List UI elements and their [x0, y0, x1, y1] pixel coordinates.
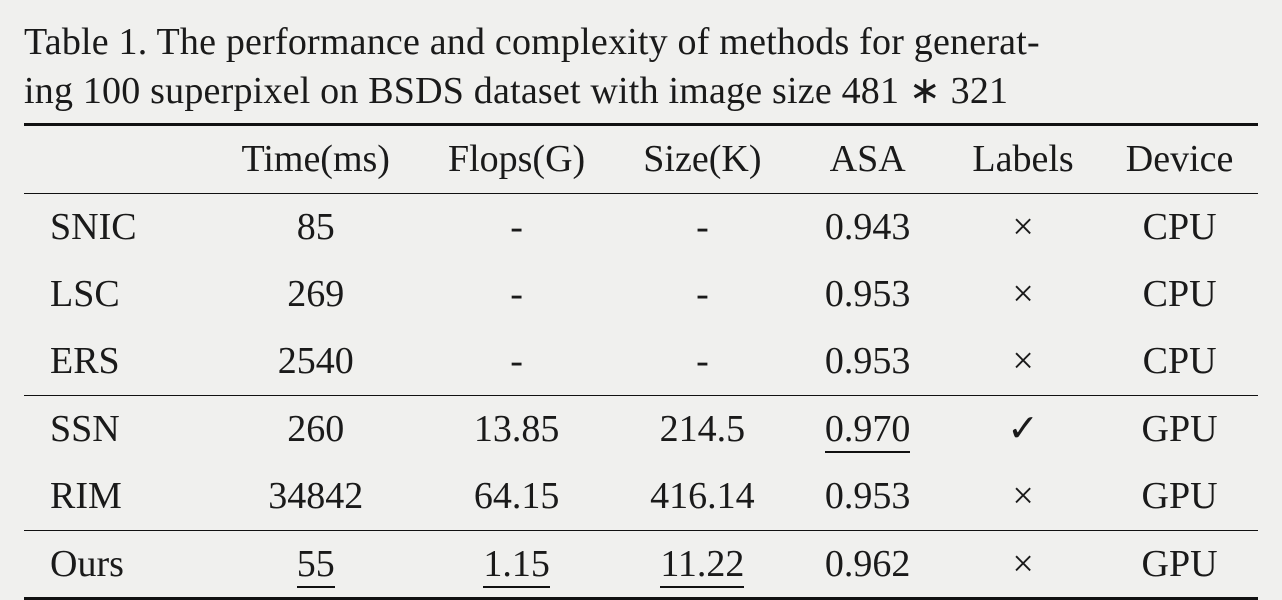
table-header-row: Time(ms) Flops(G) Size(K) ASA Labels Dev… [24, 125, 1258, 194]
cell-asa-uline: 0.970 [825, 408, 911, 453]
cell-time-uline: 55 [297, 543, 335, 588]
cell-method: LSC [24, 261, 213, 328]
cell-labels: × [945, 463, 1101, 530]
cell-size-uline: 11.22 [660, 543, 744, 588]
cell-labels: × [945, 328, 1101, 395]
cell-size: - [614, 194, 790, 261]
cell-method: Ours [24, 530, 213, 599]
cell-asa: 0.970 [790, 395, 945, 462]
cell-flops: 13.85 [419, 395, 615, 462]
col-labels: Labels [945, 125, 1101, 194]
cell-asa: 0.953 [790, 328, 945, 395]
cell-size: - [614, 261, 790, 328]
cell-flops-uline: 1.15 [483, 543, 550, 588]
results-table: Time(ms) Flops(G) Size(K) ASA Labels Dev… [24, 123, 1258, 600]
table-row-ours: Ours 55 1.15 11.22 0.962 × GPU [24, 530, 1258, 599]
cell-time: 34842 [213, 463, 419, 530]
cell-method: RIM [24, 463, 213, 530]
col-asa: ASA [790, 125, 945, 194]
cell-time: 260 [213, 395, 419, 462]
cell-size: 416.14 [614, 463, 790, 530]
cell-asa: 0.962 [790, 530, 945, 599]
cell-asa: 0.953 [790, 463, 945, 530]
cell-asa: 0.953 [790, 261, 945, 328]
col-device: Device [1101, 125, 1258, 194]
cell-size: 11.22 [614, 530, 790, 599]
table-row: RIM 34842 64.15 416.14 0.953 × GPU [24, 463, 1258, 530]
cell-flops: - [419, 261, 615, 328]
col-time: Time(ms) [213, 125, 419, 194]
cell-labels: ✓ [945, 395, 1101, 462]
cell-device: CPU [1101, 328, 1258, 395]
cell-method: SNIC [24, 194, 213, 261]
col-flops: Flops(G) [419, 125, 615, 194]
table-body: SNIC 85 - - 0.943 × CPU LSC 269 - - 0.95… [24, 194, 1258, 599]
cell-size: 214.5 [614, 395, 790, 462]
cell-flops: - [419, 194, 615, 261]
cell-device: CPU [1101, 194, 1258, 261]
table-row: SNIC 85 - - 0.943 × CPU [24, 194, 1258, 261]
cell-method: ERS [24, 328, 213, 395]
cell-flops: 1.15 [419, 530, 615, 599]
cell-asa: 0.943 [790, 194, 945, 261]
cell-size: - [614, 328, 790, 395]
cell-time: 55 [213, 530, 419, 599]
caption-line-2: ing 100 superpixel on BSDS dataset with … [24, 70, 1008, 112]
cell-device: GPU [1101, 530, 1258, 599]
page: Table 1. The performance and complexity … [0, 0, 1282, 600]
col-size: Size(K) [614, 125, 790, 194]
cell-labels: × [945, 194, 1101, 261]
cell-flops: 64.15 [419, 463, 615, 530]
caption-line-1: Table 1. The performance and complexity … [24, 21, 1040, 63]
cell-labels: × [945, 530, 1101, 599]
cell-labels: × [945, 261, 1101, 328]
cell-device: GPU [1101, 395, 1258, 462]
cell-time: 269 [213, 261, 419, 328]
table-row: LSC 269 - - 0.953 × CPU [24, 261, 1258, 328]
cell-device: GPU [1101, 463, 1258, 530]
table-row: ERS 2540 - - 0.953 × CPU [24, 328, 1258, 395]
table-row: SSN 260 13.85 214.5 0.970 ✓ GPU [24, 395, 1258, 462]
table-caption: Table 1. The performance and complexity … [24, 18, 1258, 115]
cell-method: SSN [24, 395, 213, 462]
cell-time: 2540 [213, 328, 419, 395]
cell-device: CPU [1101, 261, 1258, 328]
cell-time: 85 [213, 194, 419, 261]
cell-flops: - [419, 328, 615, 395]
col-method [24, 125, 213, 194]
